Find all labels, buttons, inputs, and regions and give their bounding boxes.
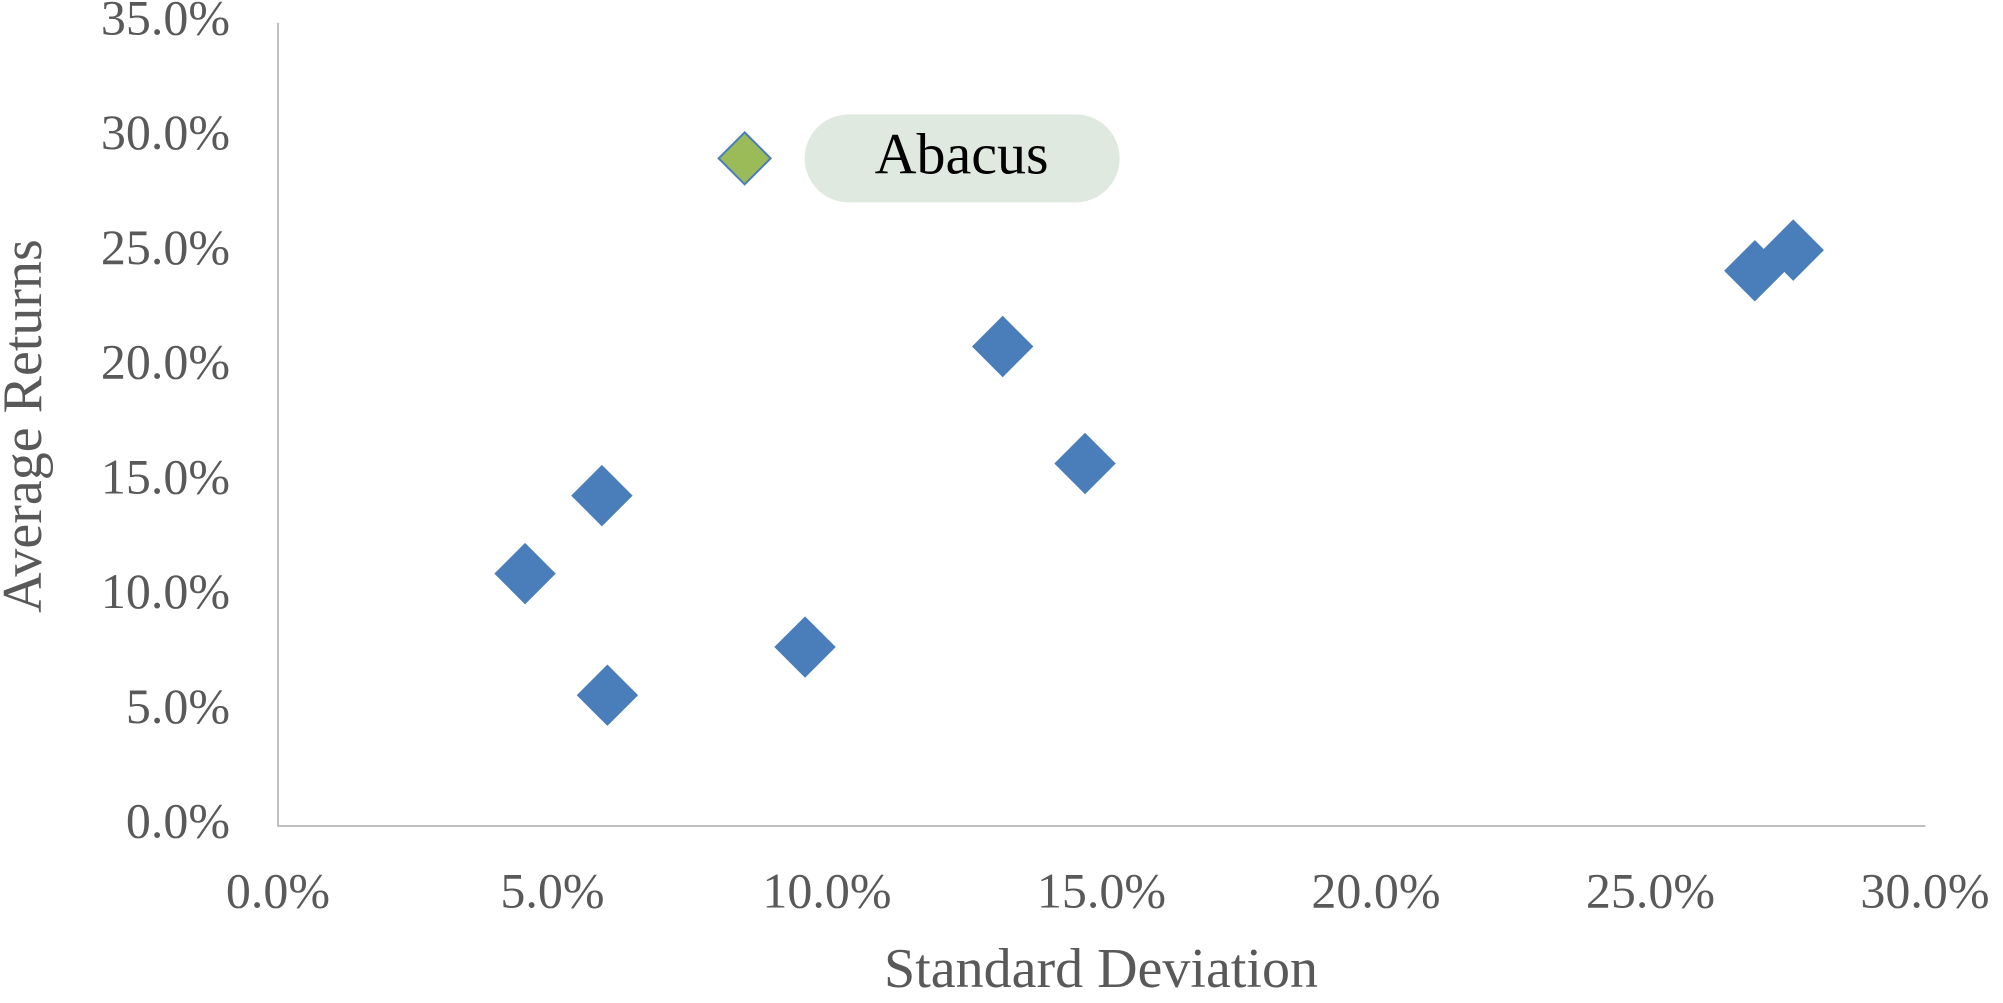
y-tick-label: 20.0% — [101, 334, 230, 390]
x-tick-label: 30.0% — [1860, 862, 1989, 918]
x-tick-label: 25.0% — [1586, 862, 1715, 918]
x-tick-label: 15.0% — [1037, 862, 1166, 918]
scatter-point — [971, 315, 1034, 378]
x-axis-title: Standard Deviation — [884, 938, 1318, 1000]
x-tick-label: 5.0% — [500, 862, 604, 918]
x-tick-label: 20.0% — [1311, 862, 1440, 918]
scatter-point — [717, 130, 773, 186]
x-tick-label: 10.0% — [762, 862, 891, 918]
y-tick-label: 15.0% — [101, 448, 230, 504]
scatter-point — [494, 542, 556, 605]
y-tick-label: 0.0% — [126, 792, 230, 848]
scatter-point — [774, 616, 836, 678]
scatter-point — [571, 464, 633, 527]
scatter-point — [1054, 432, 1116, 495]
label-background — [804, 114, 1120, 203]
scatter-point — [1762, 219, 1824, 281]
y-tick-label: 5.0% — [126, 678, 230, 734]
y-tick-label: 30.0% — [101, 104, 230, 160]
y-tick-label: 35.0% — [101, 0, 230, 45]
scatter-point — [576, 664, 639, 726]
y-axis-title: Average Returns — [0, 239, 54, 613]
y-tick-label: 10.0% — [101, 563, 230, 619]
x-tick-label: 0.0% — [226, 862, 330, 918]
point-label: Abacus — [875, 122, 1049, 187]
y-tick-label: 25.0% — [101, 219, 230, 275]
